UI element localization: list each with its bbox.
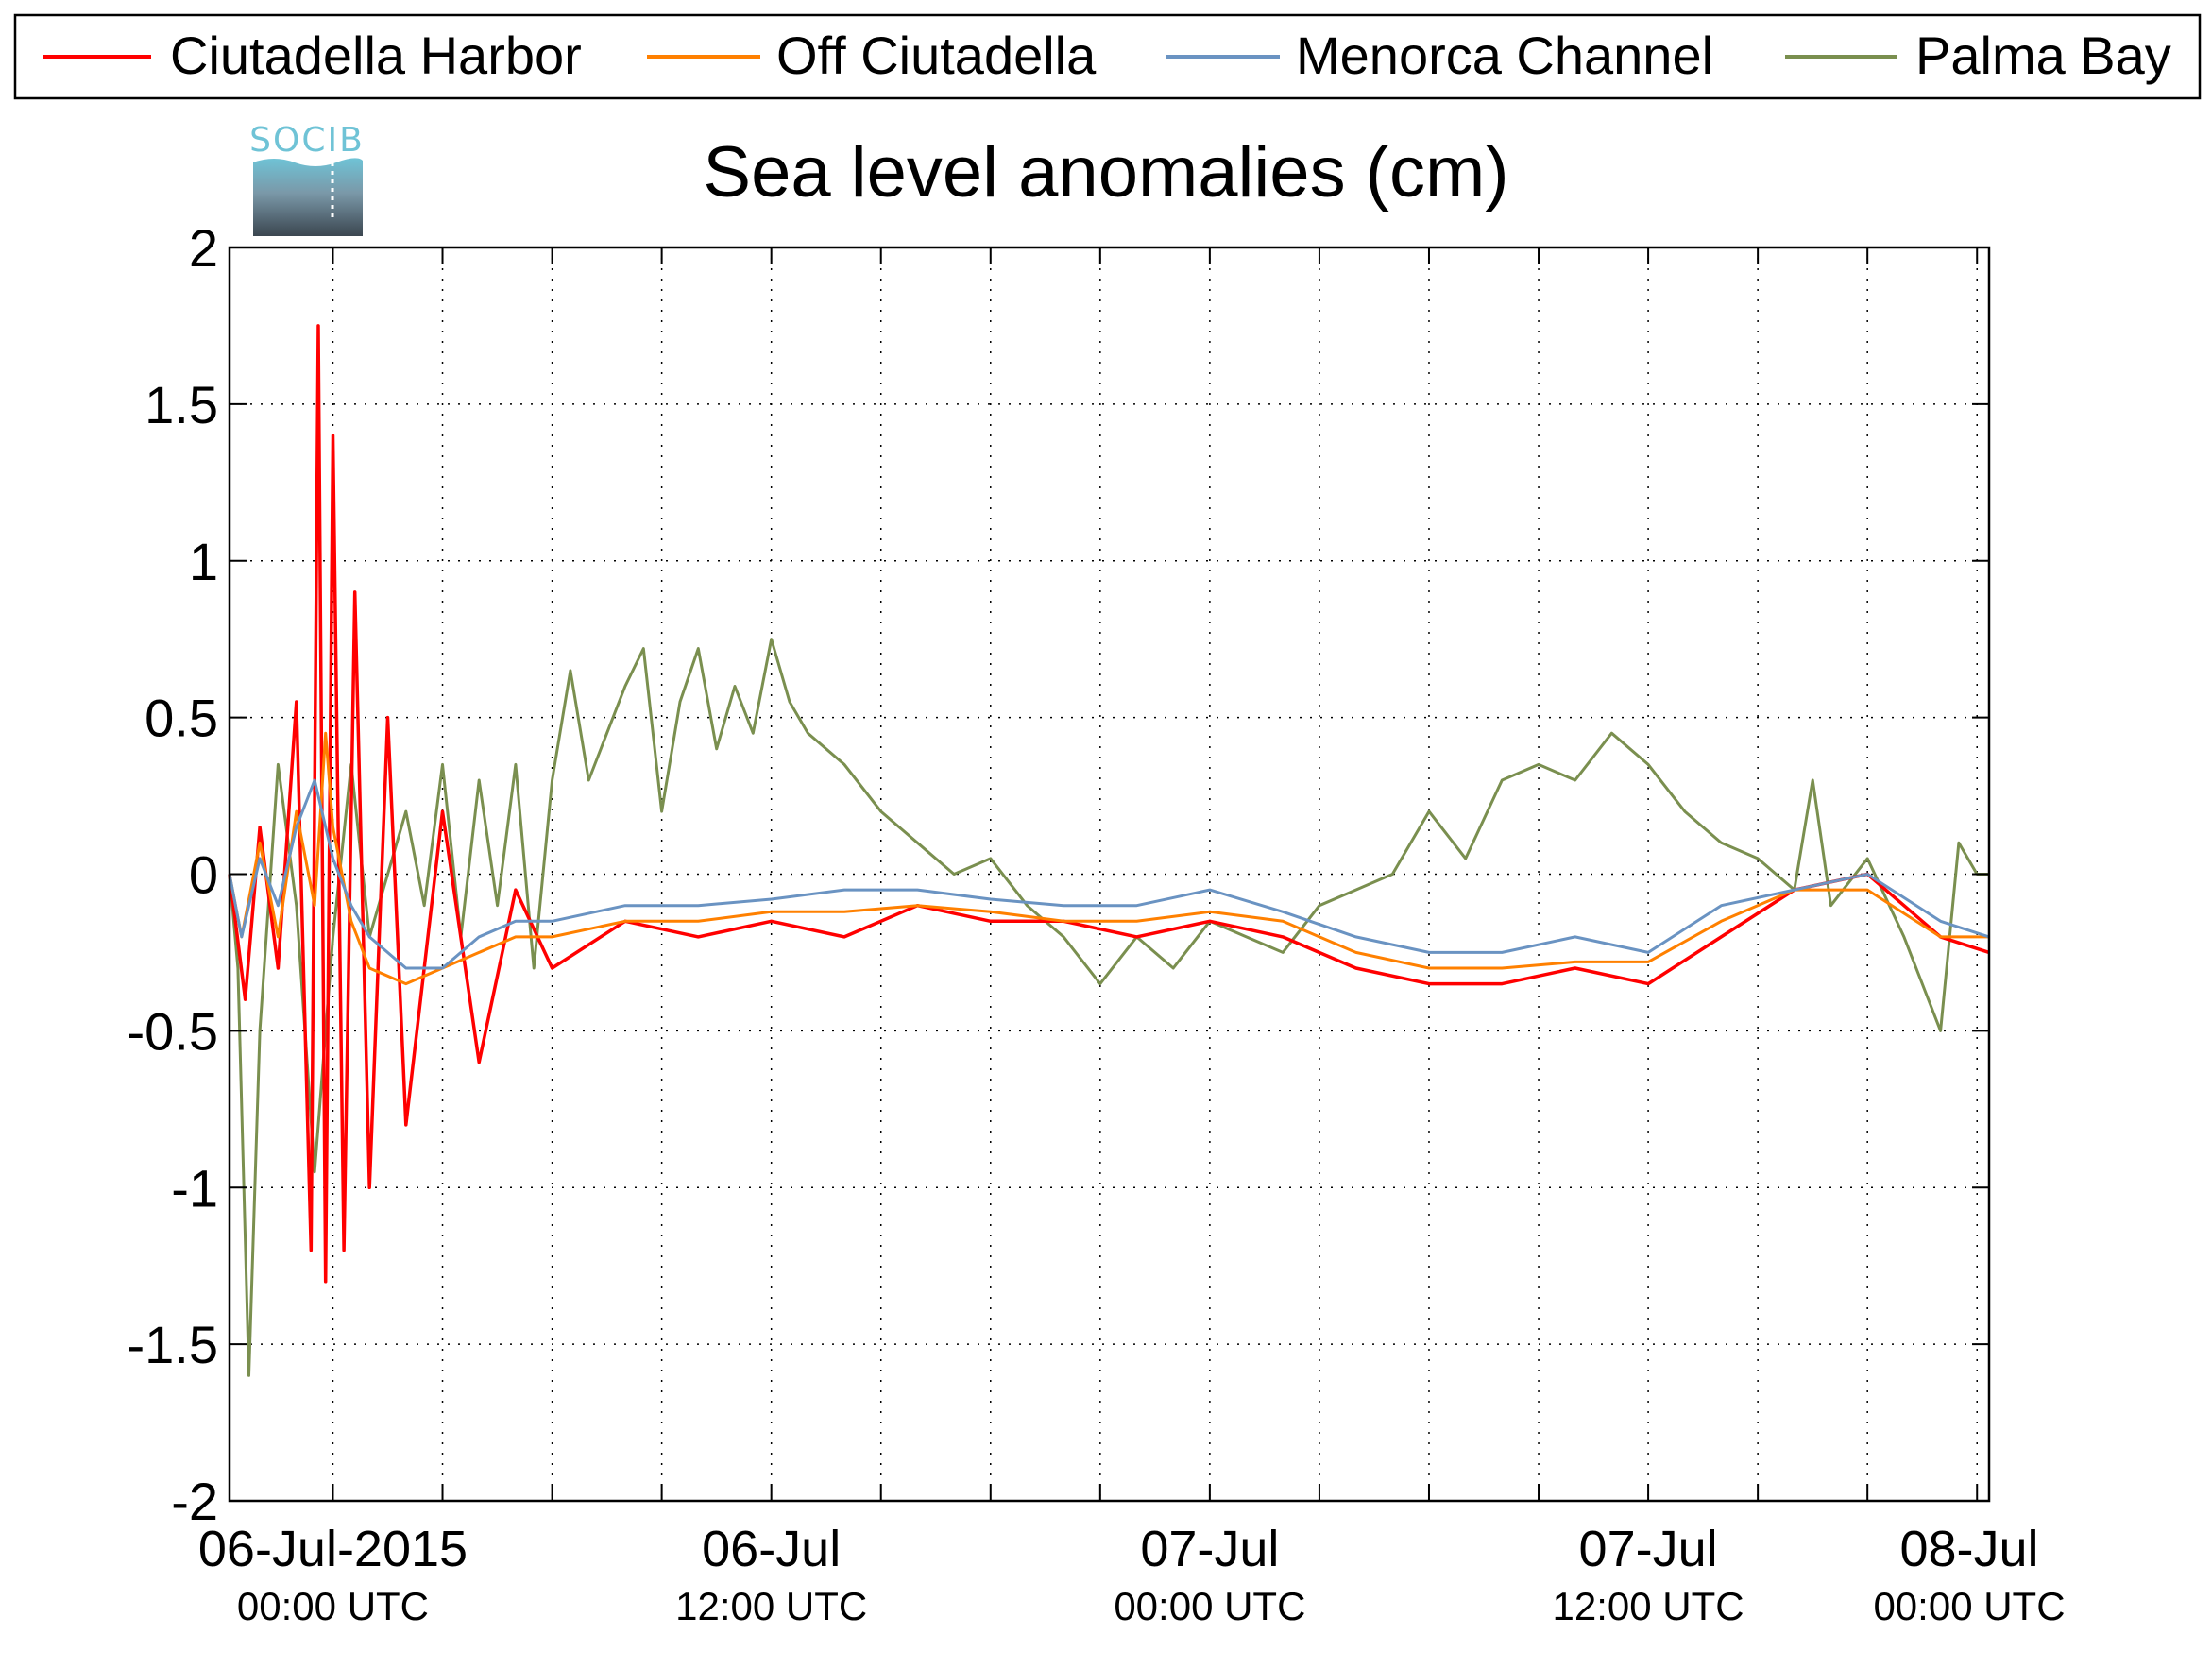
x-tick-label-time: 12:00 UTC (1553, 1584, 1744, 1628)
legend-label-menorca-channel: Menorca Channel (1296, 26, 1713, 85)
y-tick-label: -0.5 (128, 1001, 219, 1061)
legend-label-off-ciutadella: Off Ciutadella (776, 26, 1097, 85)
socib-logo: SOCIB (249, 121, 365, 236)
legend-item-menorca-channel: Menorca Channel (1166, 26, 1713, 85)
x-tick-label-date: 06-Jul (702, 1521, 841, 1577)
y-tick-label: 0.5 (145, 689, 218, 748)
y-tick-label: -1 (171, 1158, 218, 1218)
x-tick-label-time: 00:00 UTC (1873, 1584, 2065, 1628)
chart-title: Sea level anomalies (cm) (703, 132, 1508, 213)
x-tick-label-date: 07-Jul (1140, 1521, 1279, 1577)
series-line-ciutadella-harbor (228, 324, 1990, 1284)
x-tick-label-time: 12:00 UTC (675, 1584, 867, 1628)
series-lines (228, 324, 1990, 1377)
x-tick-label-date: 07-Jul (1579, 1521, 1718, 1577)
y-axis-tick-labels: 2 1.5 1 0.5 0 -0.5 -1 -1.5 -2 (128, 218, 219, 1531)
x-axis-tick-labels: 06-Jul-2015 00:00 UTC 06-Jul 12:00 UTC 07-Ju… (198, 1521, 2066, 1628)
y-tick-label: -1.5 (128, 1315, 219, 1374)
series-line-palma-bay (228, 638, 1989, 1377)
x-tick-label-time: 00:00 UTC (1114, 1584, 1305, 1628)
y-tick-label: -2 (171, 1472, 218, 1531)
legend-item-palma-bay: Palma Bay (1785, 26, 2171, 85)
plot-frame (228, 246, 1991, 1503)
y-tick-label: 1 (189, 532, 218, 591)
legend-label-ciutadella-harbor: Ciutadella Harbor (170, 26, 582, 85)
legend-item-off-ciutadella: Off Ciutadella (647, 26, 1097, 85)
legend: Ciutadella Harbor Off Ciutadella Menorca… (13, 13, 2202, 100)
legend-item-ciutadella-harbor: Ciutadella Harbor (43, 26, 582, 85)
x-tick-label-time: 00:00 UTC (237, 1584, 429, 1628)
y-tick-label: 0 (189, 845, 218, 905)
series-line-menorca-channel (228, 778, 1990, 970)
x-tick-label-date: 08-Jul (1899, 1521, 2038, 1577)
y-tick-label: 1.5 (145, 375, 218, 434)
x-tick-label-date: 06-Jul-2015 (198, 1521, 468, 1577)
legend-label-palma-bay: Palma Bay (1915, 26, 2171, 85)
series-line-off-ciutadella (228, 731, 1989, 986)
y-tick-label: 2 (189, 218, 218, 278)
socib-logo-text: SOCIB (249, 121, 365, 160)
socib-logo-wave (253, 158, 363, 236)
